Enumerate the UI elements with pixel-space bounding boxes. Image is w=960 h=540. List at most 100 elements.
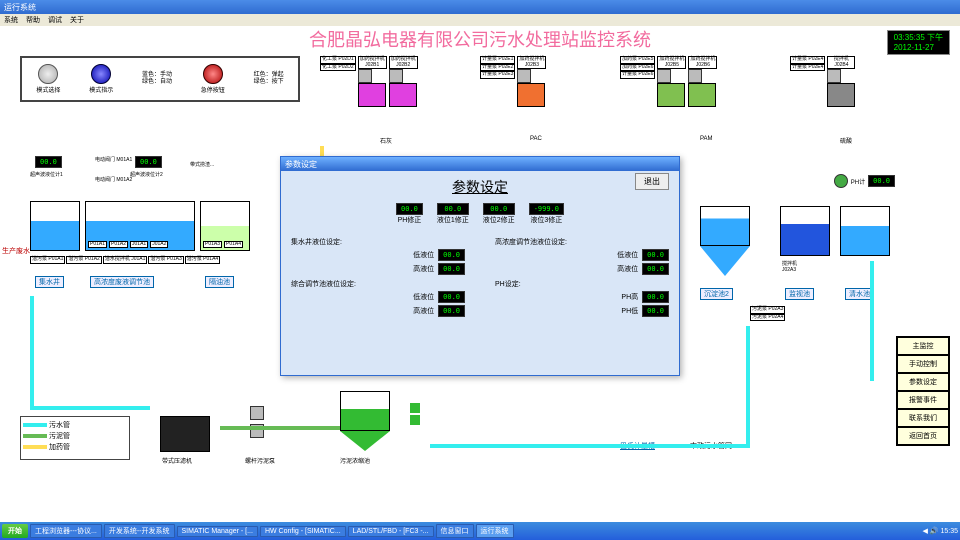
sump-high-input[interactable]: 00.0 xyxy=(438,263,465,275)
pump-tag: 化工泵 P02D1 xyxy=(320,56,356,64)
mixer-tag: 加药搅拌机J02B3 xyxy=(517,56,546,69)
monitor-tank xyxy=(780,206,830,256)
menu-about[interactable]: 关于 xyxy=(70,15,84,25)
pump-icon xyxy=(827,69,841,83)
start-button[interactable]: 开始 xyxy=(2,524,28,538)
task-item[interactable]: HW Config - [SIMATIC... xyxy=(260,526,346,537)
pump-tag: 计量泵 P02E4 xyxy=(790,64,825,72)
control-panel: 模式选择 模式指示 蓝色：手动 绿色：自动 急停按钮 红色：弹起 绿色：按下 xyxy=(20,56,300,102)
mixer-tag: 搅拌机J02B4 xyxy=(827,56,855,69)
pump-label: 潜污泵 P01A2 xyxy=(66,256,101,264)
ph-sensor-icon xyxy=(834,174,848,188)
pipe xyxy=(430,444,750,448)
valve-1: 电动阀门 M01A1 xyxy=(95,156,132,163)
pipe xyxy=(870,261,874,381)
pump-tag: J01A2 xyxy=(150,241,168,249)
pump-label: 潜污泵 P01A3 xyxy=(148,256,183,264)
nav-alarms[interactable]: 报警事件 xyxy=(897,391,949,409)
pump-tag: P01A3 xyxy=(203,241,222,249)
window-title: 运行系统 xyxy=(4,2,36,13)
task-item[interactable]: 工程浏览器---协议... xyxy=(30,524,102,538)
pipe xyxy=(220,426,340,430)
menubar: 系统 帮助 调试 关于 xyxy=(0,14,960,26)
menu-system[interactable]: 系统 xyxy=(4,15,18,25)
pump-tag: P01A4 xyxy=(224,241,243,249)
pump-tag: 加药泵 P02E6 xyxy=(620,64,655,72)
pump-label: 潜污泵 P01A4 xyxy=(185,256,220,264)
swatch-sewage xyxy=(23,423,47,427)
ph-low-input[interactable]: 00.0 xyxy=(642,305,669,317)
task-item[interactable]: 信息窗口 xyxy=(436,524,474,538)
window-titlebar: 运行系统 xyxy=(0,0,960,14)
task-item[interactable]: SIMATIC Manager - [... xyxy=(177,526,258,537)
mixer-tag: 加药搅拌机J02B1 xyxy=(358,56,387,69)
sed-cone-2 xyxy=(700,246,750,276)
pump-tag: 计量泵 P02E6 xyxy=(620,71,655,79)
pipe xyxy=(746,326,750,448)
led-red-icon xyxy=(203,64,223,84)
hc-high-input[interactable]: 00.0 xyxy=(642,263,669,275)
pump-tag: 计量泵 P02E2 xyxy=(480,64,515,72)
level-sensor-2: 超声波液位计2 xyxy=(130,171,163,178)
estop-button[interactable]: 急停按钮 xyxy=(201,64,225,94)
level1-correction-input[interactable]: 00.0 xyxy=(437,203,469,215)
legend-text-2: 红色：弹起 绿色：按下 xyxy=(254,72,284,86)
level3-correction-input[interactable]: -999.0 xyxy=(529,203,564,215)
tank-pam xyxy=(657,83,685,107)
modal-titlebar[interactable]: 参数设定 xyxy=(281,157,679,171)
mode-indicate-led: 模式指示 xyxy=(89,64,113,94)
nav-main-monitor[interactable]: 主监控 xyxy=(897,337,949,355)
taskbar: 开始 工程浏览器---协议... 开发系统--开发系统 SIMATIC Mana… xyxy=(0,522,960,540)
nav-manual[interactable]: 手动控制 xyxy=(897,355,949,373)
top-params: 00.0PH修正 00.0液位1修正 00.0液位2修正 -999.0液位3修正 xyxy=(291,203,669,225)
section-title: 集水井液位设定: xyxy=(291,237,465,247)
workspace: 合肥晶弘电器有限公司污水处理站监控系统 03:35:35 下午 2012-11-… xyxy=(0,26,960,522)
nav-contact[interactable]: 联系我们 xyxy=(897,409,949,427)
valve-icon xyxy=(410,403,420,413)
pump-icon xyxy=(688,69,702,83)
task-item[interactable]: 开发系统--开发系统 xyxy=(104,524,175,538)
pipe xyxy=(30,296,34,406)
task-item[interactable]: LAD/STL/FBD - [FC3 -... xyxy=(348,526,434,537)
screw-label: 螺杆污泥泵 xyxy=(245,456,275,465)
modal-exit-button[interactable]: 退出 xyxy=(635,173,669,190)
sludge-cone xyxy=(340,431,390,451)
nav-home[interactable]: 返回首页 xyxy=(897,427,949,445)
nav-params[interactable]: 参数设定 xyxy=(897,373,949,391)
monitor-label: 监视池 xyxy=(785,288,814,300)
task-item-active[interactable]: 运行系统 xyxy=(476,524,514,538)
legend-text-1: 蓝色：手动 绿色：自动 xyxy=(142,72,172,86)
belt-skimmer: 带式捞渣... xyxy=(190,161,214,168)
menu-debug[interactable]: 调试 xyxy=(48,15,62,25)
sed-tank-2 xyxy=(700,206,750,246)
mixer-tag: 加药搅拌机J02B5 xyxy=(657,56,686,69)
level2-correction-input[interactable]: 00.0 xyxy=(483,203,515,215)
ph-high-input[interactable]: 00.0 xyxy=(642,291,669,303)
tank-label-acid: 硫酸 xyxy=(840,136,852,145)
valve-2: 电动阀门 M01A2 xyxy=(95,176,132,183)
section-title: 综合调节池液位设定: xyxy=(291,279,465,289)
combined-low-input[interactable]: 00.0 xyxy=(438,291,465,303)
tank-label-pam: PAM xyxy=(700,136,713,142)
sed-label-2: 沉淀池2 xyxy=(700,288,733,300)
tank-label-lime: 石灰 xyxy=(380,136,392,145)
tank-lime xyxy=(389,83,417,107)
clock-time: 03:35:35 下午 xyxy=(894,33,943,43)
pump-tag: P01A2 xyxy=(109,241,128,249)
mode-select-knob[interactable]: 模式选择 xyxy=(36,64,60,94)
menu-help[interactable]: 帮助 xyxy=(26,15,40,25)
led-blue-icon xyxy=(91,64,111,84)
section-title: 高浓度调节池液位设定: xyxy=(495,237,669,247)
pump-tag: 化工泵 P02D2 xyxy=(320,64,356,72)
basin-label-sump: 集水井 xyxy=(35,276,64,288)
system-tray[interactable]: ◀ 🔊 15:35 xyxy=(922,527,958,535)
combined-high-input[interactable]: 00.0 xyxy=(438,305,465,317)
hc-low-input[interactable]: 00.0 xyxy=(642,249,669,261)
ph-correction-input[interactable]: 00.0 xyxy=(396,203,423,215)
swatch-dosing xyxy=(23,445,47,449)
basin-sump xyxy=(30,201,80,251)
ph-readout-group: PH计 00.0 xyxy=(834,174,895,188)
modal-heading: 参数设定 xyxy=(291,177,669,197)
basin-label-oil: 隔油池 xyxy=(205,276,234,288)
sump-low-input[interactable]: 00.0 xyxy=(438,249,465,261)
